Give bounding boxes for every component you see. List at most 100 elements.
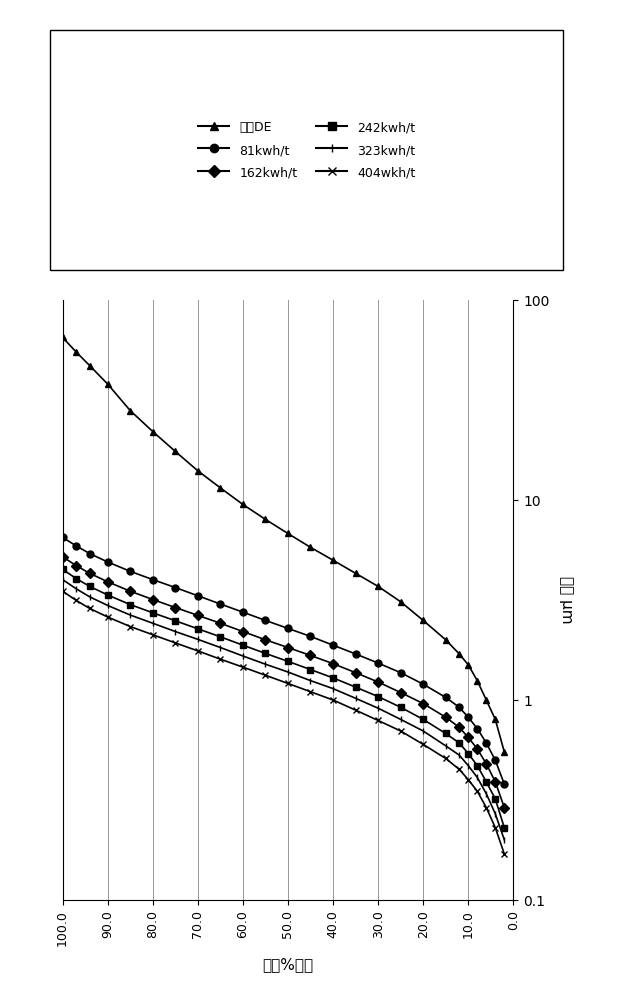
242kwh/t [442, 727, 449, 739]
162kwh/t [172, 602, 179, 614]
323kwh/t [86, 591, 93, 603]
323kwh/t [126, 609, 134, 621]
进料DE [262, 513, 269, 525]
162kwh/t [73, 560, 80, 572]
81kwh/t [352, 648, 359, 660]
242kwh/t [59, 563, 66, 575]
进料DE [491, 713, 499, 725]
323kwh/t [59, 574, 66, 586]
进料DE [329, 554, 337, 566]
404wkh/t [491, 822, 499, 834]
404wkh/t [126, 621, 134, 633]
242kwh/t [217, 631, 224, 643]
404wkh/t [397, 725, 404, 737]
404wkh/t [73, 594, 80, 606]
323kwh/t [239, 650, 247, 662]
162kwh/t [456, 721, 463, 733]
162kwh/t [397, 687, 404, 699]
162kwh/t [194, 609, 202, 621]
162kwh/t [491, 776, 499, 788]
81kwh/t [59, 531, 66, 543]
404wkh/t [262, 669, 269, 681]
Line: 242kwh/t: 242kwh/t [59, 566, 508, 831]
404wkh/t [473, 785, 481, 797]
进料DE [374, 580, 382, 592]
404wkh/t [172, 637, 179, 649]
81kwh/t [329, 639, 337, 651]
进料DE [172, 445, 179, 457]
Line: 进料DE: 进料DE [59, 334, 508, 755]
162kwh/t [86, 567, 93, 579]
81kwh/t [126, 565, 134, 577]
81kwh/t [491, 754, 499, 766]
162kwh/t [473, 743, 481, 755]
242kwh/t [397, 701, 404, 713]
323kwh/t [374, 702, 382, 714]
323kwh/t [397, 713, 404, 725]
404wkh/t [217, 653, 224, 665]
242kwh/t [352, 681, 359, 693]
323kwh/t [262, 658, 269, 670]
81kwh/t [473, 723, 481, 735]
162kwh/t [419, 698, 427, 710]
242kwh/t [419, 713, 427, 725]
81kwh/t [374, 657, 382, 669]
404wkh/t [456, 763, 463, 775]
162kwh/t [59, 551, 66, 563]
162kwh/t [149, 594, 156, 606]
242kwh/t [284, 655, 292, 667]
进料DE [442, 634, 449, 646]
进料DE [501, 746, 508, 758]
404wkh/t [374, 714, 382, 726]
404wkh/t [104, 611, 111, 623]
81kwh/t [194, 590, 202, 602]
81kwh/t [149, 574, 156, 586]
81kwh/t [217, 598, 224, 610]
404wkh/t [149, 629, 156, 641]
进料DE [464, 659, 472, 671]
323kwh/t [456, 749, 463, 761]
进料DE [397, 596, 404, 608]
323kwh/t [473, 771, 481, 783]
81kwh/t [104, 556, 111, 568]
Line: 404wkh/t: 404wkh/t [59, 588, 508, 857]
242kwh/t [456, 737, 463, 749]
162kwh/t [217, 617, 224, 629]
242kwh/t [329, 672, 337, 684]
404wkh/t [419, 738, 427, 750]
进料DE [284, 527, 292, 539]
162kwh/t [464, 731, 472, 743]
323kwh/t [284, 666, 292, 678]
404wkh/t [442, 752, 449, 764]
404wkh/t [194, 645, 202, 657]
81kwh/t [442, 691, 449, 703]
404wkh/t [352, 704, 359, 716]
进料DE [483, 694, 490, 706]
323kwh/t [491, 808, 499, 820]
162kwh/t [239, 626, 247, 638]
242kwh/t [126, 599, 134, 611]
242kwh/t [104, 589, 111, 601]
242kwh/t [239, 639, 247, 651]
进料DE [307, 541, 314, 553]
404wkh/t [307, 686, 314, 698]
323kwh/t [172, 626, 179, 638]
81kwh/t [483, 737, 490, 749]
进料DE [352, 567, 359, 579]
323kwh/t [329, 683, 337, 695]
162kwh/t [352, 667, 359, 679]
323kwh/t [352, 692, 359, 704]
81kwh/t [284, 622, 292, 634]
Line: 81kwh/t: 81kwh/t [59, 534, 508, 788]
242kwh/t [501, 822, 508, 834]
162kwh/t [329, 658, 337, 670]
Y-axis label: 粒径 μm: 粒径 μm [560, 576, 575, 624]
323kwh/t [73, 583, 80, 595]
323kwh/t [149, 617, 156, 629]
81kwh/t [73, 540, 80, 552]
进料DE [419, 614, 427, 626]
Line: 162kwh/t: 162kwh/t [59, 553, 508, 811]
进料DE [73, 346, 80, 358]
404wkh/t [59, 585, 66, 597]
242kwh/t [483, 776, 490, 788]
